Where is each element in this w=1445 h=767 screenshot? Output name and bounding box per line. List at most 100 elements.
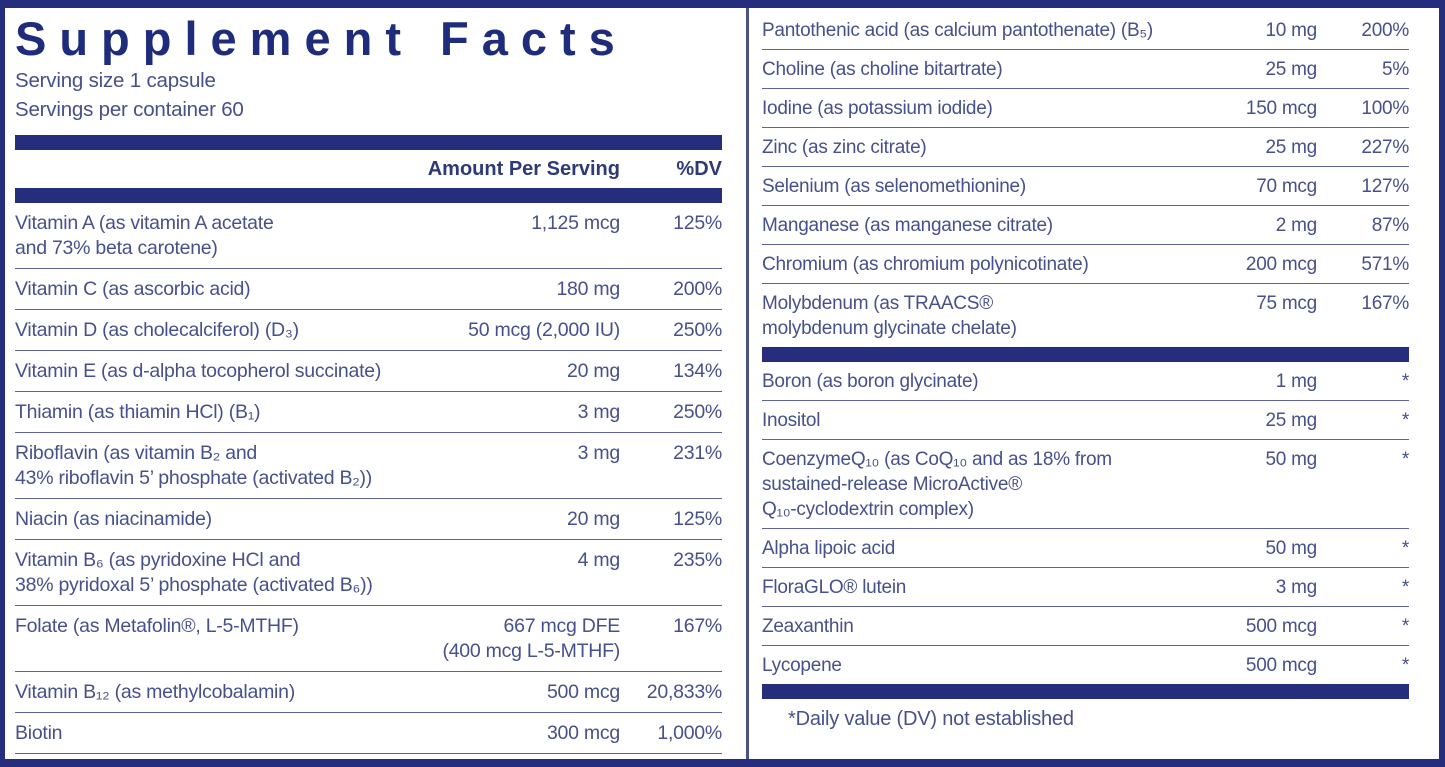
nutrient-dv: * bbox=[1401, 448, 1409, 470]
nutrient-amount: 20 mg bbox=[567, 507, 620, 530]
nutrient-name: Niacin (as niacinamide) bbox=[15, 507, 212, 530]
nutrient-name: Biotin bbox=[15, 721, 63, 744]
right-column: Pantothenic acid (as calcium pantothenat… bbox=[749, 8, 1439, 759]
nutrient-row-folate: Folate (as Metafolin®, L-5-MTHF) 667 mcg… bbox=[15, 606, 722, 672]
nutrient-name: Zeaxanthin bbox=[762, 615, 854, 637]
nutrient-row-vitamin-b6: Vitamin B₆ (as pyridoxine HCl and 38% py… bbox=[15, 540, 722, 606]
amount-per-serving-header: Amount Per Serving bbox=[427, 158, 620, 180]
nutrient-name: Vitamin C (as ascorbic acid) bbox=[15, 277, 251, 300]
nutrient-row-vitamin-a: Vitamin A (as vitamin A acetate and 73% … bbox=[15, 203, 722, 269]
nutrient-row-chromium: Chromium (as chromium polynicotinate) 20… bbox=[762, 245, 1409, 284]
nutrient-amount: 500 mcg bbox=[1245, 654, 1317, 676]
nutrient-row-riboflavin: Riboflavin (as vitamin B₂ and 43% ribofl… bbox=[15, 433, 722, 499]
thick-divider-bar bbox=[762, 347, 1409, 362]
nutrient-name: Pantothenic acid (as calcium pantothenat… bbox=[762, 19, 1153, 41]
nutrient-amount: 3 mg bbox=[577, 441, 621, 464]
nutrient-row-thiamin: Thiamin (as thiamin HCl) (B₁) 3 mg 250% bbox=[15, 392, 722, 433]
nutrient-dv: * bbox=[1401, 576, 1409, 598]
nutrient-dv: 20,833% bbox=[646, 680, 722, 703]
nutrient-dv: * bbox=[1401, 537, 1409, 559]
nutrient-row-vitamin-d: Vitamin D (as cholecalciferol) (D₃) 50 m… bbox=[15, 310, 722, 351]
thick-divider-bar bbox=[762, 684, 1409, 699]
nutrient-amount: 2 mg bbox=[1275, 214, 1318, 236]
nutrient-amount: 25 mg bbox=[1265, 409, 1317, 431]
nutrient-row-niacin: Niacin (as niacinamide) 20 mg 125% bbox=[15, 499, 722, 540]
nutrient-amount: 10 mg bbox=[1265, 19, 1317, 41]
nutrient-amount: 25 mg bbox=[1265, 58, 1317, 80]
thick-divider-bar bbox=[15, 135, 722, 150]
nutrient-row-boron: Boron (as boron glycinate) 1 mg * bbox=[762, 362, 1409, 401]
nutrient-dv: 235% bbox=[673, 548, 722, 571]
nutrient-dv: 231% bbox=[673, 441, 722, 464]
nutrient-row-iodine: Iodine (as potassium iodide) 150 mcg 100… bbox=[762, 89, 1409, 128]
nutrient-name: Choline (as choline bitartrate) bbox=[762, 58, 1003, 80]
nutrient-name: Vitamin E (as d-alpha tocopherol succina… bbox=[15, 359, 382, 382]
nutrient-amount: 200 mcg bbox=[1245, 253, 1317, 275]
nutrient-dv: 200% bbox=[1361, 19, 1409, 41]
nutrient-dv: 227% bbox=[1361, 136, 1409, 158]
nutrient-name: Chromium (as chromium polynicotinate) bbox=[762, 253, 1089, 275]
nutrient-amount: 50 mg bbox=[1265, 448, 1317, 470]
nutrient-amount: 180 mg bbox=[556, 277, 620, 300]
nutrient-dv: 127% bbox=[1361, 175, 1409, 197]
nutrient-dv: 125% bbox=[673, 211, 722, 234]
page-title: Supplement Facts bbox=[15, 12, 628, 65]
nutrient-amount: 3 mg bbox=[1275, 576, 1318, 598]
nutrient-row-coenzyme-q10: CoenzymeQ₁₀ (as CoQ₁₀ and as 18% from su… bbox=[762, 440, 1409, 529]
nutrient-amount: 500 mcg bbox=[546, 680, 620, 703]
left-column: Supplement Facts Serving size 1 capsule … bbox=[5, 8, 746, 759]
nutrient-amount: 50 mcg (2,000 IU) bbox=[468, 318, 620, 341]
nutrient-dv: 250% bbox=[673, 318, 722, 341]
nutrient-name: Vitamin A (as vitamin A acetate and 73% … bbox=[15, 211, 274, 259]
serving-size-text: Serving size 1 capsule bbox=[15, 69, 216, 92]
nutrient-dv: 5% bbox=[1382, 58, 1409, 80]
nutrient-dv: 134% bbox=[673, 359, 722, 382]
nutrient-amount: 70 mcg bbox=[1256, 175, 1317, 197]
nutrient-amount: 1 mg bbox=[1275, 370, 1318, 392]
nutrient-dv: 250% bbox=[673, 400, 722, 423]
nutrient-amount: 300 mcg bbox=[546, 721, 620, 744]
nutrient-name: Iodine (as potassium iodide) bbox=[762, 97, 993, 119]
nutrient-name: Vitamin B₁₂ (as methylcobalamin) bbox=[15, 680, 295, 703]
servings-per-container-text: Servings per container 60 bbox=[15, 98, 244, 121]
nutrient-dv: 87% bbox=[1371, 214, 1410, 236]
nutrient-row-choline: Choline (as choline bitartrate) 25 mg 5% bbox=[762, 50, 1409, 89]
nutrient-name: Vitamin B₆ (as pyridoxine HCl and 38% py… bbox=[15, 548, 373, 596]
nutrient-row-manganese: Manganese (as manganese citrate) 2 mg 87… bbox=[762, 206, 1409, 245]
dv-header: %DV bbox=[676, 158, 722, 180]
nutrient-name: Molybdenum (as TRAACS® molybdenum glycin… bbox=[762, 292, 1017, 339]
nutrient-amount: 667 mcg DFE (400 mcg L-5-MTHF) bbox=[442, 614, 620, 662]
nutrient-amount: 500 mcg bbox=[1245, 615, 1317, 637]
nutrient-row-biotin: Biotin 300 mcg 1,000% bbox=[15, 713, 722, 754]
nutrient-amount: 150 mcg bbox=[1245, 97, 1317, 119]
nutrient-row-pantothenic-acid: Pantothenic acid (as calcium pantothenat… bbox=[762, 11, 1409, 50]
nutrient-amount: 75 mcg bbox=[1256, 292, 1317, 314]
nutrient-row-inositol: Inositol 25 mg * bbox=[762, 401, 1409, 440]
nutrient-row-vitamin-c: Vitamin C (as ascorbic acid) 180 mg 200% bbox=[15, 269, 722, 310]
nutrient-row-selenium: Selenium (as selenomethionine) 70 mcg 12… bbox=[762, 167, 1409, 206]
nutrient-dv: 167% bbox=[1361, 292, 1409, 314]
nutrient-row-floraglo-lutein: FloraGLO® lutein 3 mg * bbox=[762, 568, 1409, 607]
nutrient-name: Alpha lipoic acid bbox=[762, 537, 896, 559]
nutrient-dv: 167% bbox=[673, 614, 722, 637]
nutrient-amount: 50 mg bbox=[1265, 537, 1317, 559]
table-header-row: Amount Per Serving %DV bbox=[15, 150, 722, 188]
nutrient-dv: * bbox=[1401, 615, 1409, 637]
nutrient-name: Zinc (as zinc citrate) bbox=[762, 136, 927, 158]
nutrient-row-lycopene: Lycopene 500 mcg * bbox=[762, 646, 1409, 684]
nutrient-name: Inositol bbox=[762, 409, 821, 431]
thick-divider-bar bbox=[15, 188, 722, 203]
nutrient-amount: 3 mg bbox=[577, 400, 621, 423]
nutrient-amount: 4 mg bbox=[577, 548, 621, 571]
nutrient-amount: 20 mg bbox=[567, 359, 620, 382]
nutrient-name: Manganese (as manganese citrate) bbox=[762, 214, 1053, 236]
header-spacer bbox=[15, 158, 420, 181]
nutrient-name: Folate (as Metafolin®, L-5-MTHF) bbox=[15, 614, 299, 637]
nutrient-name: Thiamin (as thiamin HCl) (B₁) bbox=[15, 400, 261, 423]
nutrient-amount: 1,125 mcg bbox=[531, 211, 620, 234]
nutrient-row-molybdenum: Molybdenum (as TRAACS® molybdenum glycin… bbox=[762, 284, 1409, 347]
nutrient-name: FloraGLO® lutein bbox=[762, 576, 907, 598]
nutrient-name: Riboflavin (as vitamin B₂ and 43% ribofl… bbox=[15, 441, 373, 489]
nutrient-amount: 25 mg bbox=[1265, 136, 1317, 158]
